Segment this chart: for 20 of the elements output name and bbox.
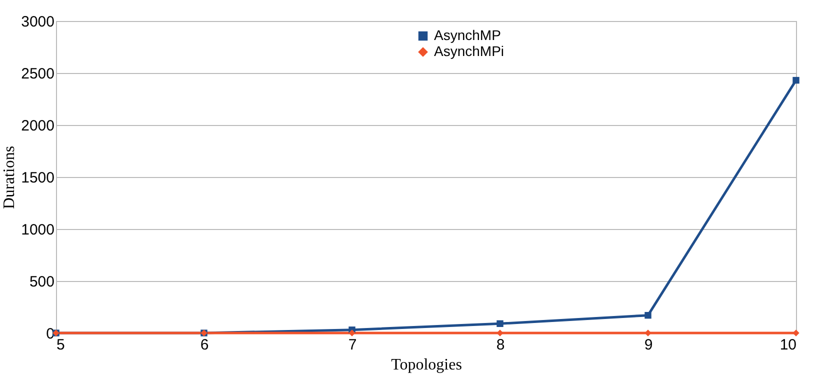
legend-label: AsynchMP (434, 27, 501, 43)
y-tick-label: 2000 (21, 118, 54, 134)
y-tick-label: 3000 (21, 14, 54, 30)
x-tick-label: 5 (56, 336, 65, 354)
legend-label: AsynchMPi (434, 43, 504, 59)
y-tick-label: 2500 (21, 66, 54, 82)
x-tick-label: 6 (200, 336, 209, 354)
y-axis-title: Durations (1, 146, 18, 210)
x-tick-label: 10 (780, 336, 796, 354)
point (644, 330, 652, 336)
y-tick-label: 1000 (21, 222, 54, 238)
y-tick-label: 1500 (21, 170, 54, 186)
x-tick-label: 8 (496, 336, 505, 354)
x-tick-label: 7 (348, 336, 357, 354)
point (496, 330, 504, 336)
x-axis-title: Topologies (391, 356, 462, 374)
point (792, 330, 800, 336)
point (348, 330, 356, 336)
x-tick-label: 9 (644, 336, 653, 354)
y-tick-label: 500 (29, 274, 54, 290)
